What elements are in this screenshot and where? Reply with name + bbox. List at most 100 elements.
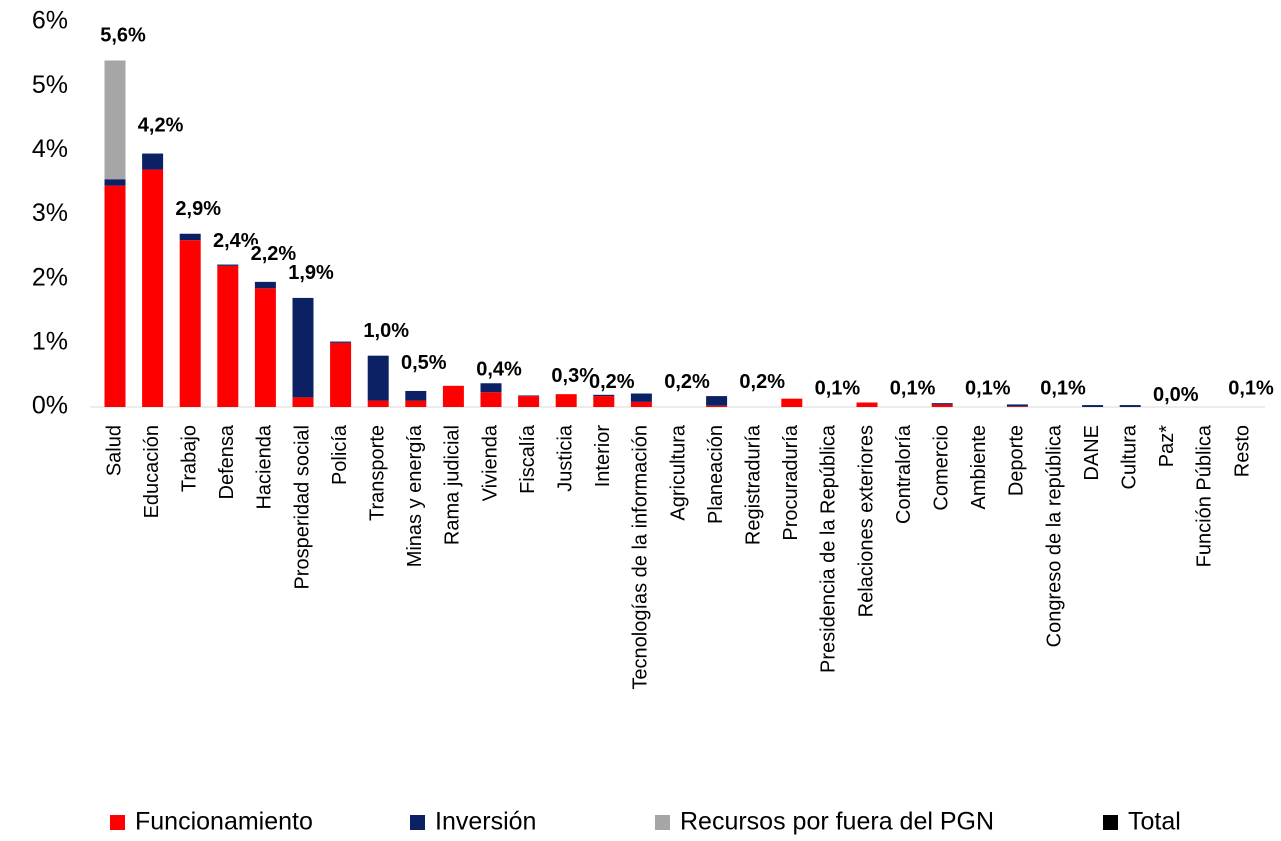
- bar-segment: [931, 404, 953, 407]
- bar-segment: [104, 60, 126, 180]
- y-tick-label: 4%: [32, 135, 68, 163]
- x-tick-label: Salud: [103, 425, 125, 476]
- bar-segment: [142, 169, 164, 407]
- bar-segment: [630, 401, 652, 407]
- y-tick-label: 1%: [32, 327, 68, 355]
- bar-segment: [442, 385, 464, 407]
- x-tick-label: Policía: [329, 424, 351, 485]
- bar-segment: [593, 394, 615, 397]
- bar-segment: [254, 281, 276, 289]
- total-label: 0,2%: [739, 371, 785, 393]
- legend-swatch: [1103, 815, 1118, 830]
- x-tick-label: Resto: [1231, 425, 1253, 477]
- bar-segment: [856, 402, 878, 407]
- x-tick-label: Prosperidad social: [291, 425, 313, 590]
- x-tick-label: Tecnologías de la información: [630, 425, 652, 690]
- total-label: 2,4%: [213, 230, 259, 252]
- total-label: 0,5%: [401, 352, 447, 374]
- bar-segment: [292, 397, 314, 407]
- total-label: 0,1%: [1040, 378, 1086, 400]
- bar-segment: [405, 400, 427, 407]
- x-tick-label: Ambiente: [968, 425, 990, 510]
- bar-segment: [179, 240, 201, 407]
- legend-swatch: [110, 815, 125, 830]
- bar-segment: [781, 398, 803, 407]
- bar-segment: [142, 153, 164, 170]
- bar-segment: [217, 264, 239, 266]
- total-label: 0,1%: [965, 378, 1011, 400]
- total-label: 0,2%: [589, 371, 635, 393]
- x-tick-label: Congreso de la república: [1043, 424, 1065, 647]
- bar-segment: [518, 395, 540, 397]
- x-tick-label: Hacienda: [254, 424, 276, 509]
- total-label: 0,2%: [664, 371, 710, 393]
- x-tick-label: Registraduría: [742, 424, 764, 545]
- x-tick-label: Cultura: [1118, 424, 1140, 489]
- y-tick-label: 5%: [32, 71, 68, 99]
- bar-segment: [104, 179, 126, 186]
- y-tick-label: 3%: [32, 199, 68, 227]
- legend-swatch: [655, 815, 670, 830]
- bar-segment: [1006, 404, 1028, 407]
- x-tick-label: Comercio: [930, 425, 952, 511]
- x-tick-label: Interior: [592, 425, 614, 488]
- total-label: 4,2%: [138, 115, 184, 137]
- total-label: 0,4%: [476, 358, 522, 380]
- x-tick-label: Rama judicial: [442, 425, 464, 545]
- bar-segment: [330, 342, 352, 407]
- legend-label: Funcionamiento: [135, 808, 313, 836]
- bar-segment: [555, 394, 577, 407]
- bar-segment: [104, 185, 126, 407]
- bar-segment: [367, 400, 389, 407]
- total-label: 0,1%: [815, 378, 861, 400]
- bar-segment: [330, 341, 352, 343]
- total-label: 2,2%: [251, 243, 297, 265]
- bar-segment: [1119, 405, 1141, 407]
- total-label: 5,6%: [100, 25, 146, 47]
- total-label: 2,9%: [175, 198, 221, 220]
- total-label: 0,3%: [551, 365, 597, 387]
- legend-swatch: [410, 815, 425, 830]
- bar-segment: [405, 390, 427, 401]
- legend-label: Total: [1128, 808, 1181, 836]
- bar-segment: [706, 405, 728, 407]
- legend-label: Recursos por fuera del PGN: [680, 808, 994, 836]
- x-tick-label: Contraloría: [893, 424, 915, 524]
- bar-segment: [179, 233, 201, 241]
- y-tick-label: 6%: [32, 7, 68, 35]
- y-tick-label: 0%: [32, 392, 68, 420]
- bar-segment: [480, 383, 502, 393]
- bar-segment: [706, 396, 728, 406]
- x-tick-label: Deporte: [1006, 425, 1028, 496]
- x-tick-label: Fiscalía: [517, 424, 539, 494]
- x-tick-label: Relaciones exteriores: [855, 425, 877, 617]
- bar-segment: [480, 392, 502, 407]
- bar-segment: [1006, 406, 1028, 407]
- bar-segment: [1082, 405, 1104, 407]
- y-tick-label: 2%: [32, 263, 68, 291]
- legend-label: Inversión: [435, 808, 536, 836]
- x-tick-label: Agricultura: [667, 424, 689, 520]
- bar-segment: [292, 297, 314, 398]
- bar-segment: [367, 355, 389, 401]
- x-tick-label: Justicia: [554, 424, 576, 492]
- x-tick-label: Paz*: [1156, 425, 1178, 467]
- x-tick-label: Educación: [141, 425, 163, 518]
- total-label: 0,0%: [1153, 384, 1199, 406]
- bar-segment: [217, 265, 239, 407]
- total-label: 0,1%: [890, 378, 936, 400]
- x-tick-label: Trabajo: [178, 425, 200, 492]
- total-label: 1,0%: [363, 320, 409, 342]
- total-label: 1,9%: [288, 262, 334, 284]
- x-tick-label: Minas y energía: [404, 424, 426, 567]
- x-tick-label: Defensa: [216, 424, 238, 499]
- x-tick-label: Planeación: [705, 425, 727, 524]
- x-tick-label: Presidencia de la República: [818, 424, 840, 673]
- total-label: 0,1%: [1228, 378, 1274, 400]
- bar-segment: [593, 396, 615, 407]
- bar-segment: [931, 403, 953, 405]
- x-tick-label: Transporte: [366, 425, 388, 521]
- x-tick-label: Vivienda: [479, 424, 501, 501]
- bar-segment: [630, 393, 652, 402]
